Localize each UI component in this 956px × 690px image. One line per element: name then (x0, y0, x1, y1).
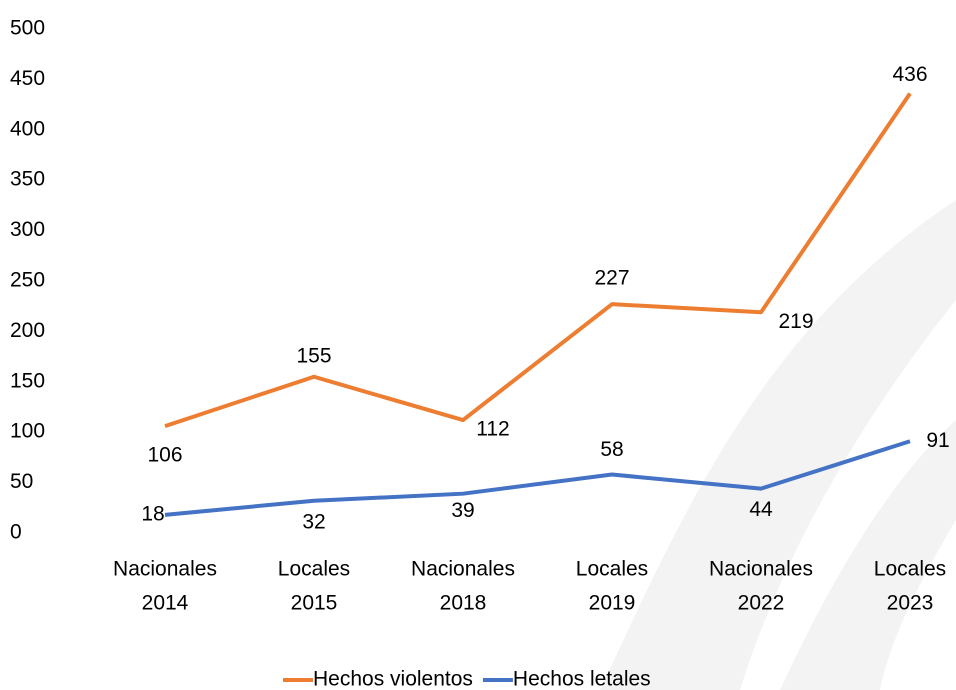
data-label: 91 (926, 429, 949, 452)
y-tick-label: 300 (10, 218, 45, 241)
y-tick-label: 100 (10, 420, 45, 443)
x-tick-label: Locales (874, 558, 946, 581)
data-label: 39 (451, 499, 474, 522)
y-tick-label: 150 (10, 369, 45, 392)
data-label: 106 (147, 444, 182, 467)
y-tick-label: 200 (10, 319, 45, 342)
x-tick-label: 2022 (738, 592, 785, 615)
x-tick-label: 2014 (142, 592, 189, 615)
y-tick-label: 400 (10, 117, 45, 140)
data-label: 18 (141, 502, 164, 525)
y-tick-label: 450 (10, 67, 45, 90)
x-tick-label: 2019 (589, 592, 636, 615)
data-label: 436 (892, 63, 927, 86)
y-tick-label: 0 (10, 521, 22, 544)
data-label: 155 (296, 344, 331, 367)
y-tick-label: 50 (10, 470, 33, 493)
legend-label: Hechos violentos (313, 668, 473, 690)
data-label: 32 (302, 510, 325, 533)
data-label: 44 (749, 498, 773, 521)
data-label: 58 (600, 438, 623, 461)
x-tick-label: 2023 (887, 592, 934, 615)
series-line (164, 92, 912, 429)
x-tick-label: 2015 (291, 592, 338, 615)
watermark (780, 420, 956, 690)
y-tick-label: 250 (10, 269, 45, 292)
x-tick-label: 2018 (440, 592, 487, 615)
x-tick-label: Nacionales (411, 558, 515, 581)
x-tick-label: Locales (278, 558, 350, 581)
legend-label: Hechos letales (513, 668, 651, 690)
watermark (600, 200, 956, 690)
data-label: 219 (778, 310, 813, 333)
x-tick-label: Locales (576, 558, 648, 581)
data-label: 227 (594, 267, 629, 290)
x-tick-label: Nacionales (113, 558, 217, 581)
x-tick-label: Nacionales (709, 558, 813, 581)
y-tick-label: 350 (10, 168, 45, 191)
data-label: 112 (476, 418, 509, 441)
y-tick-label: 500 (10, 17, 45, 40)
series-line (164, 439, 911, 517)
